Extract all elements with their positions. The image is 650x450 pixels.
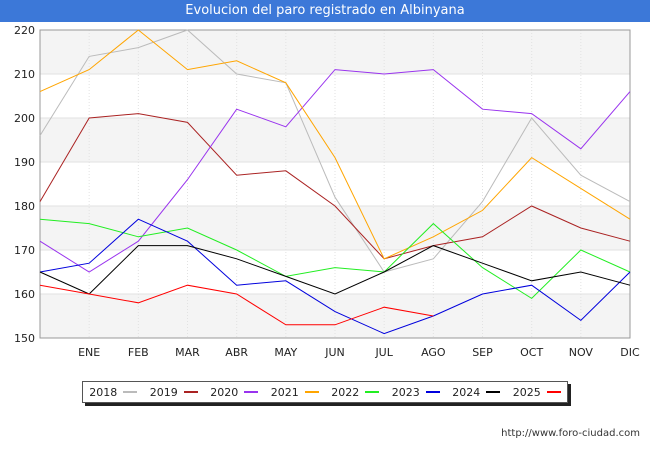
legend-label: 2021: [270, 385, 299, 399]
legend-label: 2018: [89, 385, 118, 399]
y-tick-label: 220: [14, 24, 35, 37]
y-tick-label: 150: [14, 332, 35, 345]
legend-label: 2025: [512, 385, 541, 399]
legend-label: 2019: [149, 385, 178, 399]
legend-swatch: [183, 391, 198, 393]
x-tick-label: OCT: [520, 346, 543, 359]
series-line-2020: [39, 69, 631, 273]
series-line-2021: [39, 29, 631, 260]
y-tick-label: 180: [14, 200, 35, 213]
legend-label: 2023: [391, 385, 420, 399]
legend-item-2018: 2018: [89, 385, 138, 399]
chart-legend: 2018 2019 2020 2021 2022 2023 2024 2025: [82, 381, 568, 403]
x-tick-label: MAR: [175, 346, 200, 359]
x-tick-label: SEP: [472, 346, 493, 359]
series-line-2023: [39, 218, 631, 335]
legend-label: 2020: [210, 385, 239, 399]
legend-item-2024: 2024: [452, 385, 501, 399]
series-line-2025: [39, 284, 434, 326]
legend-item-2021: 2021: [271, 386, 319, 399]
axes: [39, 29, 631, 339]
series-lines: [39, 29, 631, 335]
x-tick-label: AGO: [421, 346, 446, 359]
legend-item-2025: 2025: [513, 386, 561, 399]
legend-label: 2022: [331, 385, 360, 399]
plot-frame: [39, 29, 631, 339]
y-tick-label: 190: [14, 156, 35, 169]
legend-swatch: [123, 391, 138, 393]
y-tick-label: 170: [14, 244, 35, 257]
legend-swatch: [425, 391, 440, 393]
series-line-2019: [39, 113, 631, 260]
legend-swatch: [365, 391, 380, 393]
legend-swatch: [244, 391, 259, 393]
legend-item-2019: 2019: [150, 386, 198, 399]
y-tick-label: 160: [14, 288, 35, 301]
legend-swatch: [304, 391, 319, 393]
y-tick-label: 200: [14, 112, 35, 125]
legend-swatch: [546, 391, 561, 393]
series-line-2018: [39, 29, 631, 273]
x-tick-label: NOV: [569, 346, 594, 359]
series-line-2022: [39, 218, 631, 300]
legend-item-2022: 2022: [331, 385, 380, 399]
legend-item-2020: 2020: [210, 385, 259, 399]
plot-band: [40, 250, 630, 294]
x-axis-ticks: ENE FEB MAR ABR MAY JUN JUL AGO SEP OCT NOV DIC: [78, 346, 640, 359]
plot-band: [40, 118, 630, 162]
chart-title: Evolucion del paro registrado en Albinya…: [0, 0, 650, 22]
series-line-2024: [39, 245, 631, 295]
legend-swatch: [486, 391, 501, 393]
x-tick-label: JUL: [374, 346, 393, 359]
legend-item-2023: 2023: [392, 386, 440, 399]
source-url[interactable]: http://www.foro-ciudad.com: [501, 428, 640, 439]
x-tick-label: DIC: [620, 346, 640, 359]
x-tick-label: ENE: [78, 346, 100, 359]
x-tick-label: MAY: [274, 346, 297, 359]
y-axis-ticks: 150 160 170 180 190 200 210 220: [14, 24, 35, 345]
y-tick-label: 210: [14, 68, 35, 81]
x-tick-label: JUN: [324, 346, 345, 359]
x-tick-label: FEB: [128, 346, 149, 359]
x-tick-label: ABR: [225, 346, 248, 359]
legend-label: 2024: [452, 385, 481, 399]
